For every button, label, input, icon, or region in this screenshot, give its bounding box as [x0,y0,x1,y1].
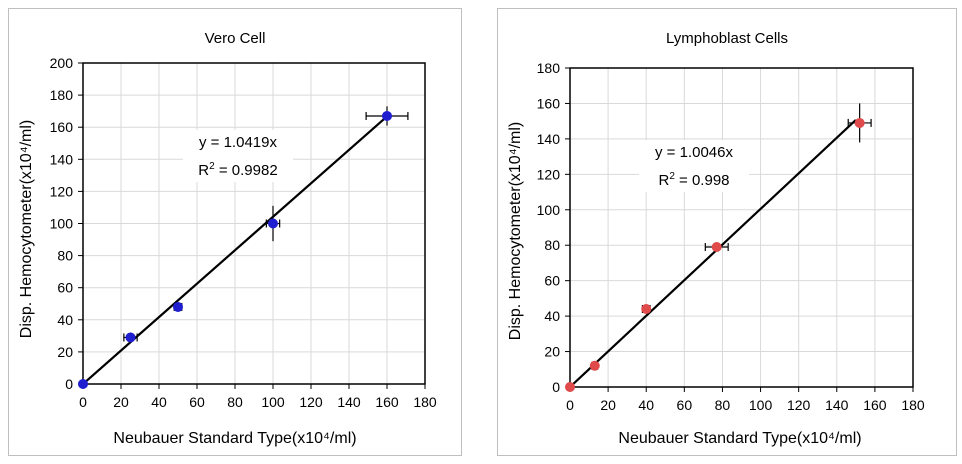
y-tick-label: 80 [544,237,560,253]
y-tick-label: 120 [537,166,561,182]
lymphoblast-chart-svg: Lymphoblast Cells 0 20 40 60 80 100 120 140 160 1… [507,30,925,447]
data-point [589,360,600,371]
y-tick-label: 100 [50,216,74,232]
data-point [711,241,722,252]
tick-labels: 0 20 40 60 80 100 120 140 160 180 0 20 40 60 80 100 120 1… [50,55,437,410]
x-tick-label: 40 [638,397,654,413]
data-point [78,379,88,389]
y-tick-label: 180 [50,87,74,103]
x-tick-label: 140 [825,397,849,413]
r-symbol: R [198,162,209,179]
x-axis-title: Neubauer Standard Type(x10⁴/ml) [113,430,356,447]
plot-grid [78,62,426,389]
y-tick-label: 140 [537,131,561,147]
r-superscript: 2 [209,161,215,172]
x-tick-label: 100 [261,394,285,410]
y-tick-label: 20 [57,344,73,360]
y-tick-label: 60 [57,280,73,296]
equation-background [183,130,293,182]
data-point [641,304,652,315]
chart-panel-lymphoblast: Lymphoblast Cells 0 20 40 60 80 100 120 140 160 1… [497,8,957,456]
data-point [173,301,183,312]
data-point [854,117,865,128]
y-tick-label: 20 [544,344,560,360]
fit-layer [569,119,857,388]
data-point [382,110,392,121]
x-axis-title: Neubauer Standard Type(x10⁴/ml) [618,430,861,447]
r-squared-label: R2 = 0.998 [658,171,729,189]
r-squared-label: R2 = 0.9982 [198,161,277,179]
y-tick-label: 40 [544,308,560,324]
y-tick-label: 160 [537,95,561,111]
data-points [565,117,865,392]
y-tick-label: 80 [57,248,73,264]
r-squared-value: = 0.9982 [215,162,278,179]
x-tick-label: 80 [227,394,243,410]
y-axis-title: Disp. Hemocytometer(x10⁴/ml) [507,122,524,340]
y-tick-label: 40 [57,312,73,328]
y-tick-label: 120 [50,183,74,199]
r-squared-value: = 0.998 [675,172,730,189]
x-tick-label: 40 [151,394,167,410]
x-tick-label: 20 [113,394,129,410]
y-tick-label: 140 [50,151,74,167]
data-point [125,332,136,343]
y-tick-label: 0 [65,376,73,392]
r-superscript: 2 [669,171,675,182]
x-tick-label: 100 [749,397,773,413]
x-tick-label: 160 [375,394,399,410]
x-tick-label: 140 [337,394,361,410]
plot-grid [565,67,914,392]
data-point [268,218,278,229]
tick-labels: 0 20 40 60 80 100 120 140 160 180 0 20 40 60 80 100 120 1… [537,60,925,413]
x-tick-label: 80 [715,397,731,413]
equation-background [639,140,749,192]
plot-frame [569,67,914,388]
y-tick-label: 60 [544,273,560,289]
chart-title: Lymphoblast Cells [666,30,788,47]
data-points [78,110,392,389]
fit-equation: y = 1.0046x [655,144,733,161]
x-tick-label: 60 [677,397,693,413]
chart-panel-vero: Vero Cell 0 20 40 60 80 100 120 140 160 180 0 20 40 6… [8,8,462,456]
y-tick-label: 0 [552,379,560,395]
fit-line [569,119,857,388]
x-tick-label: 180 [413,394,437,410]
y-axis-title: Disp. Hemocytometer(x10⁴/ml) [18,120,35,338]
data-point [565,382,575,392]
x-tick-label: 180 [901,397,925,413]
y-tick-label: 160 [50,119,74,135]
fit-equation: y = 1.0419x [199,134,277,151]
x-tick-label: 120 [299,394,323,410]
x-tick-label: 120 [787,397,811,413]
r-symbol: R [658,172,669,189]
x-tick-label: 0 [566,397,574,413]
y-tick-label: 180 [537,60,561,76]
y-tick-label: 200 [50,55,74,71]
x-tick-label: 20 [600,397,616,413]
vero-chart-svg: Vero Cell 0 20 40 60 80 100 120 140 160 180 0 20 40 6… [18,30,437,447]
x-tick-label: 160 [863,397,887,413]
y-tick-label: 100 [537,202,561,218]
chart-title: Vero Cell [205,30,266,47]
x-tick-label: 60 [189,394,205,410]
x-tick-label: 0 [79,394,87,410]
plot-frame [82,62,426,385]
